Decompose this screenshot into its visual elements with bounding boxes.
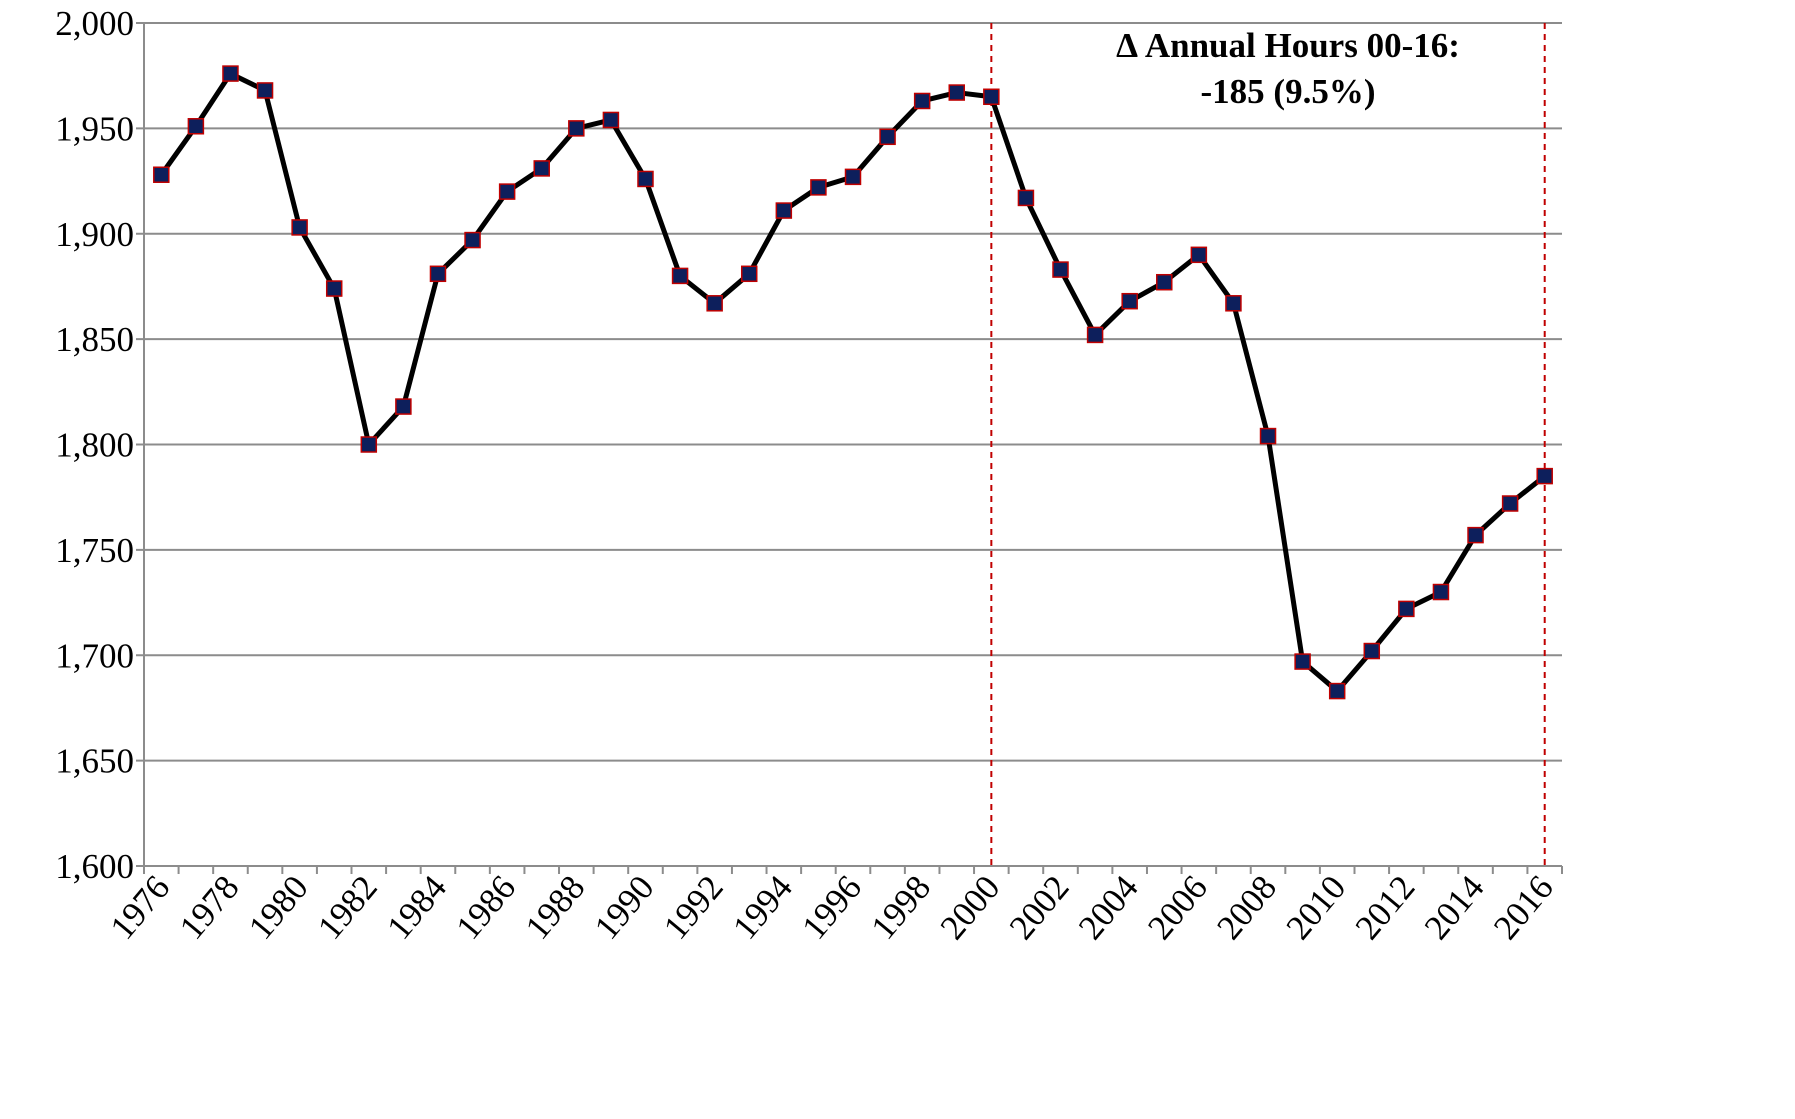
x-tick-label: 1996	[794, 868, 869, 947]
x-tick-label: 2000	[933, 868, 1008, 947]
y-tick-label: 1,750	[55, 531, 134, 570]
data-point	[395, 398, 412, 415]
data-point	[325, 280, 343, 297]
x-tick-label: 2002	[1002, 868, 1077, 947]
data-point	[498, 183, 516, 200]
annotation: -185 (9.5%)	[1201, 72, 1376, 111]
data-point	[1363, 642, 1381, 660]
data-point	[637, 170, 654, 188]
x-tick-label: 2016	[1486, 868, 1561, 947]
data-point	[1190, 246, 1208, 264]
data-point	[1536, 467, 1553, 485]
annotation: Δ Annual Hours 00-16:	[1116, 26, 1460, 65]
y-tick-label: 1,650	[55, 742, 134, 781]
x-tick-label: 2006	[1140, 868, 1215, 947]
data-point	[948, 84, 966, 101]
data-point	[1294, 653, 1311, 670]
x-tick-label: 2010	[1278, 868, 1353, 947]
data-point	[706, 295, 723, 312]
data-point	[879, 128, 896, 146]
x-tick-label: 2008	[1209, 868, 1284, 947]
y-tick-label: 1,950	[55, 109, 134, 148]
data-point	[983, 88, 1000, 106]
data-point	[1052, 261, 1069, 278]
x-tick-label: 1992	[656, 868, 731, 947]
x-tick-label: 2012	[1348, 868, 1423, 947]
data-point	[429, 265, 447, 283]
data-point	[740, 265, 758, 283]
data-point	[222, 65, 239, 82]
data-point	[533, 160, 550, 177]
data-point	[1501, 495, 1519, 512]
data-point	[1259, 427, 1277, 445]
data-point	[775, 202, 793, 219]
y-tick-label: 1,800	[55, 426, 134, 465]
data-point	[153, 166, 170, 183]
data-point	[1017, 189, 1035, 207]
x-tick-label: 2014	[1417, 868, 1492, 947]
x-tick-label: 1982	[310, 868, 385, 947]
x-tick-label: 2004	[1071, 868, 1146, 947]
data-point	[1086, 326, 1104, 344]
data-point	[602, 111, 620, 129]
data-line	[159, 71, 1547, 694]
data-point	[291, 219, 308, 236]
data-point	[568, 120, 585, 137]
x-tick-label: 1988	[518, 868, 593, 947]
data-point	[913, 92, 931, 110]
y-tick-label: 2,000	[55, 4, 134, 43]
x-tick-label: 1978	[172, 868, 247, 947]
data-point	[1432, 583, 1450, 601]
y-tick-label: 1,850	[55, 320, 134, 359]
data-point	[360, 436, 378, 453]
x-tick-label: 1984	[379, 868, 454, 947]
x-tick-label: 1994	[725, 868, 800, 947]
data-point	[256, 82, 274, 99]
y-tick-label: 1,900	[55, 215, 134, 254]
x-tick-label: 1990	[587, 868, 662, 947]
y-tick-label: 1,700	[55, 636, 134, 675]
x-tick-label: 1986	[448, 868, 523, 947]
data-point	[464, 231, 481, 249]
data-point	[844, 168, 862, 186]
data-point	[1121, 292, 1138, 310]
data-point	[187, 118, 205, 135]
x-tick-label: 1980	[241, 868, 316, 947]
x-tick-label: 1998	[863, 868, 938, 947]
data-point	[671, 267, 689, 285]
data-point	[1467, 526, 1484, 544]
data-point	[1156, 273, 1173, 291]
y-tick-label: 1,600	[55, 847, 134, 886]
data-point	[1225, 295, 1242, 312]
data-point	[810, 179, 827, 196]
data-point	[1398, 600, 1415, 618]
data-point	[1328, 682, 1346, 700]
